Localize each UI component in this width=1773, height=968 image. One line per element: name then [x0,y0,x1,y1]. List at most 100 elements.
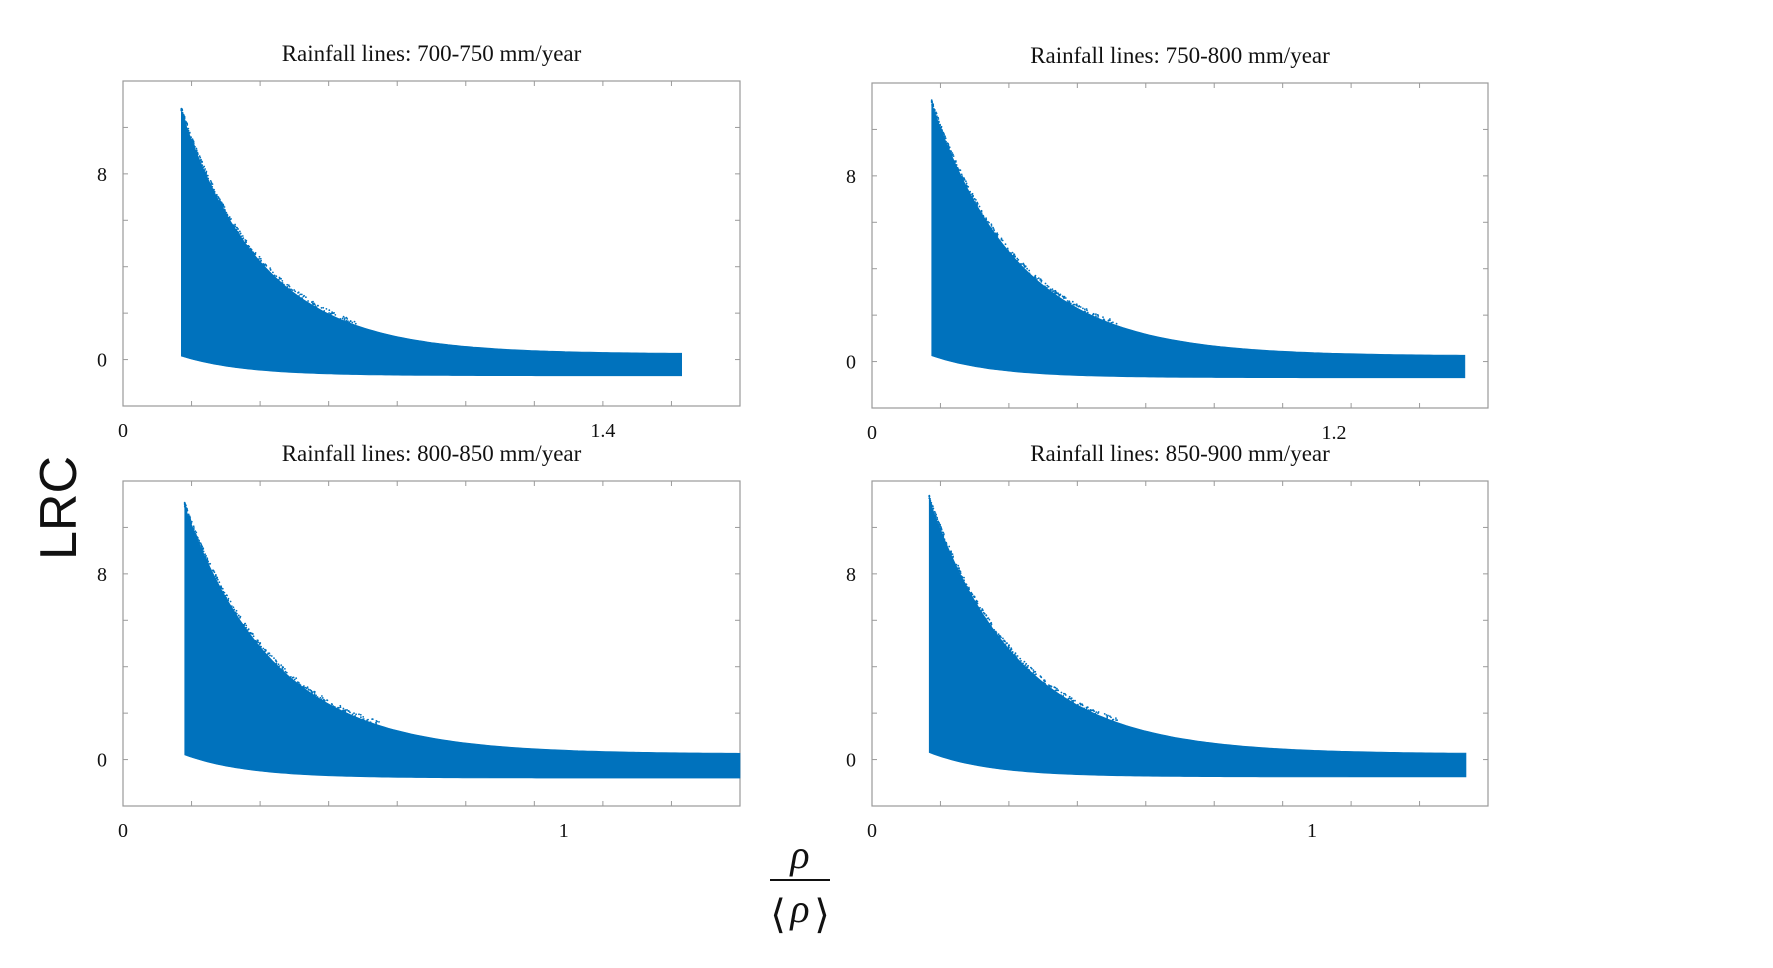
scatter-point [187,129,190,132]
scatter-point [275,662,278,665]
scatter-point [1056,687,1058,690]
scatter-point [955,164,958,166]
scatter-band [931,103,1466,379]
scatter-point [1074,699,1076,702]
scatter-point [1043,679,1045,682]
scatter-point [283,283,285,286]
scatter-point [200,546,203,548]
scatter-point [348,321,351,324]
scatter-point [1068,695,1071,698]
scatter-band [181,111,682,377]
scatter-point [250,250,253,253]
scatter-point [962,177,965,180]
scatter-point [958,567,960,570]
scatter-point [979,606,981,609]
scatter-point [239,230,241,233]
scatter-point [1016,257,1019,260]
scatter-point [1105,714,1108,716]
scatter-point [1027,664,1029,667]
scatter-point [1024,265,1027,268]
scatter-point [269,268,272,271]
scatter-point [333,312,335,314]
scatter-point [1016,259,1018,262]
scatter-point [339,706,342,709]
scatter-point [993,229,995,232]
scatter-point [936,115,938,117]
scatter-point [343,318,346,321]
scatter-point [254,639,257,642]
scatter-point [1068,301,1071,303]
scatter-point [328,309,331,312]
scatter-point [1059,293,1062,296]
scatter-point [233,608,236,611]
scatter-point [993,629,996,631]
scatter-point [959,572,962,574]
scatter-point [195,147,198,150]
scatter-point [932,507,935,510]
scatter-point [284,670,287,673]
scatter-point [245,624,248,627]
scatter-point [225,597,228,599]
scatter-point [258,255,261,258]
scatter-point [224,209,226,211]
scatter-points [183,501,380,725]
scatter-point [264,650,267,652]
scatter-point [932,105,935,108]
scatter-point [990,225,993,227]
scatter-point [1037,277,1040,280]
scatter-point [952,155,955,158]
scatter-point [959,570,962,573]
scatter-point [226,213,229,216]
scatter-point [1079,306,1082,308]
scatter-point [230,605,233,607]
scatter-point [1063,692,1065,695]
x-label-denominator: ρ [788,886,809,931]
scatter-point [234,223,237,226]
scatter-point [940,125,943,128]
scatter-point [219,200,222,203]
scatter-point [994,232,996,235]
scatter-point [234,225,236,227]
scatter-point [311,691,314,694]
scatter-point [303,685,305,687]
scatter-point [952,556,954,559]
scatter-point [1062,295,1065,298]
scatter-point [990,625,992,627]
scatter-point [183,119,186,122]
scatter-point [938,525,941,527]
scatter-point [1086,311,1089,314]
scatter-point [378,721,380,723]
scatter-point [206,558,209,561]
scatter-point [244,622,247,625]
scatter-point [202,166,204,169]
scatter-point [339,704,342,707]
scatter-point [980,609,983,612]
scatter-point [192,144,195,147]
scatter-point [275,660,278,662]
scatter-point [262,263,265,266]
scatter-point [965,182,968,185]
scatter-point [936,518,939,521]
scatter-point [218,581,221,584]
scatter-point [1008,644,1010,647]
scatter-point [944,137,947,140]
panel-title: Rainfall lines: 700-750 mm/year [282,41,582,66]
scatter-point [962,179,965,181]
scatter-point [1026,267,1028,270]
scatter-point [967,587,970,590]
scatter-point [1102,319,1105,322]
scatter-points [930,99,1118,325]
scatter-point [319,696,322,699]
scatter-point [241,235,244,237]
scatter-point [933,109,936,111]
scatter-point [965,583,968,586]
scatter-point [316,304,319,307]
scatter-point [982,215,985,218]
scatter-point [975,199,977,201]
scatter-point [371,718,374,720]
scatter-point [217,196,220,198]
scatter-point [194,532,197,535]
scatter-point [987,617,990,619]
scatter-point [960,575,963,578]
scatter-point [948,148,950,150]
